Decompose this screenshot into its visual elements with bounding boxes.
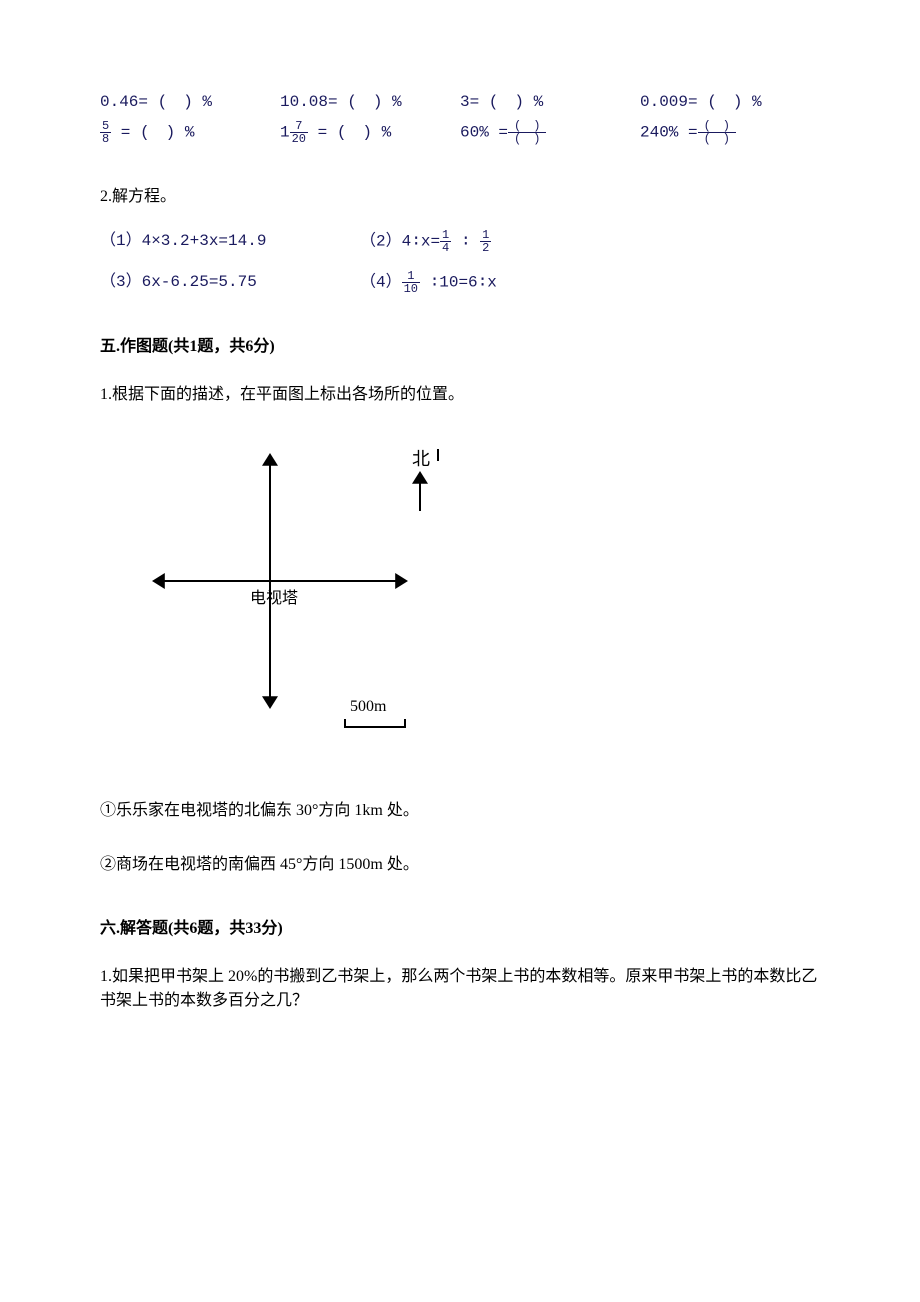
svg-text:北: 北: [412, 449, 430, 469]
q5-sub-1: ①乐乐家在电视塔的北偏东 30°方向 1km 处。: [100, 799, 820, 823]
conversion-row-1: 0.46= ( ) % 10.08= ( ) % 3= ( ) % 0.009=…: [100, 90, 820, 114]
conv-cell: 10.08= ( ) %: [280, 90, 460, 114]
eq-text: （4）: [360, 274, 402, 292]
frac-den: 20: [290, 133, 308, 145]
frac-den: ( ): [508, 133, 546, 145]
fraction: 1 10: [402, 270, 420, 295]
direction-diagram: 电视塔 北 500m: [140, 431, 820, 759]
fraction-blank: ( ) ( ): [698, 120, 736, 145]
frac-den: 8: [100, 133, 111, 145]
q6-1-text: 1.如果把甲书架上 20%的书搬到乙书架上，那么两个书架上书的本数相等。原来甲书…: [100, 965, 820, 1013]
frac-den: 10: [402, 283, 420, 295]
conv-text: 1: [280, 124, 290, 142]
conv-cell: 3= ( ) %: [460, 90, 640, 114]
conv-text: 240% =: [640, 124, 698, 142]
fraction: 1 4: [440, 229, 451, 254]
eq-text: （2）4∶x=: [360, 233, 440, 251]
equation-item: （2）4∶x= 1 4 ∶ 1 2: [360, 229, 491, 254]
frac-den: 4: [440, 242, 451, 254]
conv-cell: 0.009= ( ) %: [640, 90, 820, 114]
section-6-title: 六.解答题(共6题，共33分): [100, 917, 820, 941]
fraction-blank: ( ) ( ): [508, 120, 546, 145]
conv-cell: 5 8 = ( ) %: [100, 120, 280, 145]
svg-text:电视塔: 电视塔: [250, 589, 298, 607]
conv-cell: 0.46= ( ) %: [100, 90, 280, 114]
conversion-row-2: 5 8 = ( ) % 1 7 20 = ( ) % 60% = ( ) ( )…: [100, 120, 820, 145]
equation-row: （3）6x-6.25=5.75 （4） 1 10 ∶10=6∶x: [100, 270, 820, 295]
conv-text: 60% =: [460, 124, 508, 142]
equation-item: （4） 1 10 ∶10=6∶x: [360, 270, 497, 295]
eq-text: ∶: [451, 233, 480, 251]
conv-text: = ( ) %: [308, 124, 391, 142]
equation-item: （1）4×3.2+3x=14.9: [100, 229, 360, 254]
fraction: 5 8: [100, 120, 111, 145]
conv-cell: 60% = ( ) ( ): [460, 120, 640, 145]
eq-text: ∶10=6∶x: [420, 274, 497, 292]
equation-row: （1）4×3.2+3x=14.9 （2）4∶x= 1 4 ∶ 1 2: [100, 229, 820, 254]
frac-den: ( ): [698, 133, 736, 145]
diagram-svg: 电视塔 北 500m: [140, 431, 480, 751]
q2-label: 2.解方程。: [100, 185, 820, 209]
conv-text: = ( ) %: [111, 124, 194, 142]
conv-cell: 240% = ( ) ( ): [640, 120, 820, 145]
conv-cell: 1 7 20 = ( ) %: [280, 120, 460, 145]
equation-item: （3）6x-6.25=5.75: [100, 270, 360, 295]
section-5-title: 五.作图题(共1题，共6分): [100, 335, 820, 359]
fraction: 7 20: [290, 120, 308, 145]
frac-den: 2: [480, 242, 491, 254]
svg-text:500m: 500m: [350, 698, 387, 715]
fraction: 1 2: [480, 229, 491, 254]
q5-sub-2: ②商场在电视塔的南偏西 45°方向 1500m 处。: [100, 853, 820, 877]
q5-1-text: 1.根据下面的描述，在平面图上标出各场所的位置。: [100, 383, 820, 407]
